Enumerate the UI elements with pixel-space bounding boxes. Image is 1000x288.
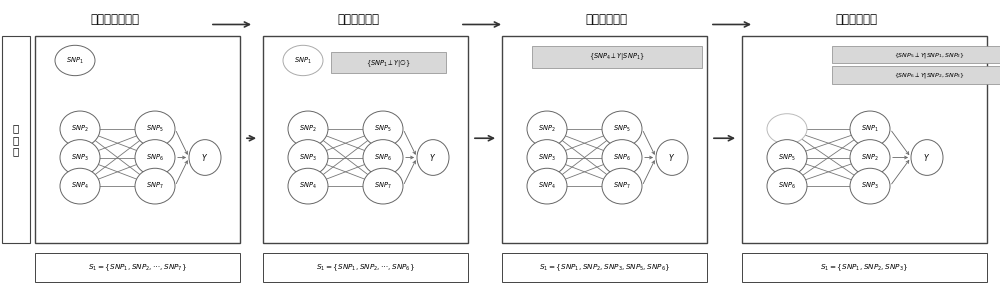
Ellipse shape (527, 168, 567, 204)
Ellipse shape (602, 140, 642, 175)
Text: $SNP_2$: $SNP_2$ (538, 124, 556, 134)
FancyBboxPatch shape (832, 66, 1000, 84)
Ellipse shape (135, 140, 175, 175)
Ellipse shape (363, 168, 403, 204)
Text: $SNP_1$: $SNP_1$ (294, 55, 312, 66)
Text: $Y$: $Y$ (201, 152, 209, 163)
Text: $SNP_3$: $SNP_3$ (299, 152, 317, 163)
Ellipse shape (527, 140, 567, 175)
Text: $SNP_2$: $SNP_2$ (299, 124, 317, 134)
FancyBboxPatch shape (2, 36, 30, 243)
Text: $S_1=\{SNP_1,SNP_2,\cdots,SNP_6\}$: $S_1=\{SNP_1,SNP_2,\cdots,SNP_6\}$ (316, 263, 415, 273)
FancyBboxPatch shape (502, 36, 707, 243)
FancyBboxPatch shape (263, 253, 468, 282)
Text: $SNP_5$: $SNP_5$ (374, 124, 392, 134)
Text: $Y$: $Y$ (668, 152, 676, 163)
FancyBboxPatch shape (35, 253, 240, 282)
Text: $SNP_3$: $SNP_3$ (71, 152, 89, 163)
Text: $SNP_4$: $SNP_4$ (538, 181, 556, 191)
Ellipse shape (135, 111, 175, 147)
Text: 备
选
集: 备 选 集 (13, 123, 19, 156)
Text: $SNP_6$: $SNP_6$ (374, 152, 392, 163)
Ellipse shape (288, 168, 328, 204)
Text: $SNP_3$: $SNP_3$ (861, 181, 879, 191)
Ellipse shape (850, 140, 890, 175)
Text: 原始基因数据集: 原始基因数据集 (90, 13, 140, 26)
Text: $SNP_6$: $SNP_6$ (146, 152, 164, 163)
Ellipse shape (55, 45, 95, 76)
FancyBboxPatch shape (331, 52, 446, 73)
Text: $SNP_6$: $SNP_6$ (613, 152, 631, 163)
Text: $S_1=\{SNP_1,SNP_2,SNP_3,SNP_5,SNP_6\}$: $S_1=\{SNP_1,SNP_2,SNP_3,SNP_5,SNP_6\}$ (539, 263, 670, 273)
Text: $\{SNP_1\perp Y|\varnothing\}$: $\{SNP_1\perp Y|\varnothing\}$ (366, 57, 411, 69)
Ellipse shape (135, 168, 175, 204)
Text: $SNP_6$: $SNP_6$ (778, 181, 796, 191)
Ellipse shape (283, 45, 323, 76)
FancyBboxPatch shape (263, 36, 468, 243)
Ellipse shape (850, 168, 890, 204)
Ellipse shape (189, 140, 221, 175)
Text: $S_1=\{SNP_1,SNP_2,SNP_3\}$: $S_1=\{SNP_1,SNP_2,SNP_3\}$ (820, 263, 909, 273)
Text: $\{SNP_6\perp Y|SNP_2,SNP_3\}$: $\{SNP_6\perp Y|SNP_2,SNP_3\}$ (894, 70, 965, 80)
Ellipse shape (850, 111, 890, 147)
Text: $\{SNP_5\perp Y|SNP_1,SNP_2\}$: $\{SNP_5\perp Y|SNP_1,SNP_2\}$ (894, 50, 965, 60)
Text: $SNP_5$: $SNP_5$ (613, 124, 631, 134)
Ellipse shape (527, 111, 567, 147)
Ellipse shape (911, 140, 943, 175)
FancyBboxPatch shape (742, 36, 987, 243)
Ellipse shape (60, 111, 100, 147)
Ellipse shape (363, 111, 403, 147)
Text: 一元回归模型: 一元回归模型 (337, 13, 379, 26)
Text: $Y$: $Y$ (429, 152, 437, 163)
FancyBboxPatch shape (532, 46, 702, 68)
Ellipse shape (767, 140, 807, 175)
Text: $SNP_5$: $SNP_5$ (778, 152, 796, 163)
Ellipse shape (602, 111, 642, 147)
FancyBboxPatch shape (502, 253, 707, 282)
Text: $SNP_7$: $SNP_7$ (146, 181, 164, 191)
Text: $\{SNP_4\perp Y|SNP_1\}$: $\{SNP_4\perp Y|SNP_1\}$ (589, 51, 645, 62)
Text: $SNP_4$: $SNP_4$ (299, 181, 317, 191)
Text: $SNP_7$: $SNP_7$ (374, 181, 392, 191)
Text: $S_1=\{SNP_1,SNP_2,\cdots,SNP_7\}$: $S_1=\{SNP_1,SNP_2,\cdots,SNP_7\}$ (88, 263, 187, 273)
Ellipse shape (288, 140, 328, 175)
Ellipse shape (417, 140, 449, 175)
Text: $SNP_4$: $SNP_4$ (71, 181, 89, 191)
FancyBboxPatch shape (742, 253, 987, 282)
Text: $Y$: $Y$ (923, 152, 931, 163)
Ellipse shape (60, 168, 100, 204)
Text: $SNP_5$: $SNP_5$ (146, 124, 164, 134)
Text: $SNP_7$: $SNP_7$ (613, 181, 631, 191)
Text: 二元回归模型: 二元回归模型 (585, 13, 627, 26)
Text: $SNP_2$: $SNP_2$ (71, 124, 89, 134)
Text: 三元回归模型: 三元回归模型 (835, 13, 877, 26)
Ellipse shape (60, 140, 100, 175)
Text: $SNP_1$: $SNP_1$ (66, 55, 84, 66)
Ellipse shape (767, 168, 807, 204)
FancyBboxPatch shape (35, 36, 240, 243)
Ellipse shape (602, 168, 642, 204)
Ellipse shape (656, 140, 688, 175)
Text: $SNP_1$: $SNP_1$ (861, 124, 879, 134)
Ellipse shape (363, 140, 403, 175)
Ellipse shape (288, 111, 328, 147)
Text: $SNP_3$: $SNP_3$ (538, 152, 556, 163)
FancyBboxPatch shape (832, 46, 1000, 63)
Ellipse shape (767, 114, 807, 144)
Text: $SNP_2$: $SNP_2$ (861, 152, 879, 163)
